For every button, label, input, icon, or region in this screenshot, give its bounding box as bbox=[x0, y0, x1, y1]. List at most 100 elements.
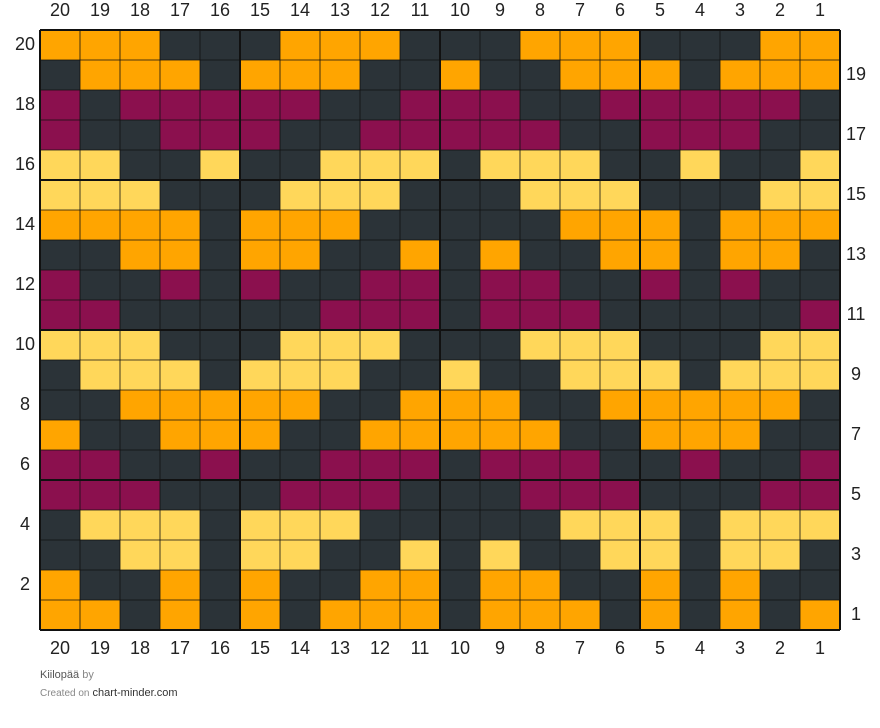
column-label-top: 11 bbox=[411, 0, 430, 20]
cell bbox=[80, 600, 120, 630]
cell bbox=[280, 480, 320, 510]
cell bbox=[600, 390, 640, 420]
cell bbox=[360, 210, 400, 240]
cell bbox=[720, 270, 760, 300]
footer-line-1: Kiilopää by bbox=[40, 669, 94, 681]
cell bbox=[320, 540, 360, 570]
cell bbox=[800, 540, 840, 570]
column-label-bottom: 9 bbox=[495, 638, 505, 658]
cell bbox=[80, 510, 120, 540]
cell bbox=[680, 510, 720, 540]
column-label-top: 5 bbox=[655, 0, 665, 20]
cell bbox=[80, 540, 120, 570]
cell bbox=[120, 150, 160, 180]
cell bbox=[640, 330, 680, 360]
cell bbox=[320, 390, 360, 420]
cell bbox=[560, 570, 600, 600]
cell bbox=[320, 30, 360, 60]
cell bbox=[480, 480, 520, 510]
cell bbox=[120, 570, 160, 600]
cell bbox=[440, 60, 480, 90]
cell bbox=[40, 240, 80, 270]
cell bbox=[680, 150, 720, 180]
column-label-bottom: 17 bbox=[170, 638, 190, 658]
cell bbox=[640, 510, 680, 540]
cell bbox=[240, 30, 280, 60]
cell bbox=[400, 30, 440, 60]
cell bbox=[440, 270, 480, 300]
row-label-left: 18 bbox=[15, 94, 35, 114]
cell bbox=[720, 450, 760, 480]
column-label-bottom: 15 bbox=[250, 638, 270, 658]
cell bbox=[80, 480, 120, 510]
cell bbox=[120, 600, 160, 630]
row-label-left: 10 bbox=[15, 334, 35, 354]
column-label-bottom: 14 bbox=[290, 638, 310, 658]
cell bbox=[760, 60, 800, 90]
cell bbox=[160, 600, 200, 630]
cell bbox=[200, 180, 240, 210]
cell bbox=[80, 90, 120, 120]
cell bbox=[40, 450, 80, 480]
cell bbox=[360, 390, 400, 420]
cell bbox=[800, 120, 840, 150]
cell bbox=[360, 120, 400, 150]
cell bbox=[640, 360, 680, 390]
cell bbox=[200, 90, 240, 120]
cell bbox=[480, 420, 520, 450]
cell bbox=[240, 120, 280, 150]
cell bbox=[360, 480, 400, 510]
cell bbox=[120, 30, 160, 60]
cell bbox=[40, 540, 80, 570]
footer-title: Kiilopää bbox=[40, 669, 80, 681]
cell bbox=[400, 300, 440, 330]
cell bbox=[280, 450, 320, 480]
cell bbox=[600, 420, 640, 450]
cell bbox=[760, 450, 800, 480]
cell bbox=[400, 510, 440, 540]
cell bbox=[280, 570, 320, 600]
cell bbox=[480, 540, 520, 570]
cell bbox=[600, 540, 640, 570]
cell bbox=[640, 390, 680, 420]
cell bbox=[760, 240, 800, 270]
cell bbox=[80, 390, 120, 420]
cell bbox=[440, 390, 480, 420]
cell bbox=[320, 60, 360, 90]
cell bbox=[160, 270, 200, 300]
cell bbox=[400, 210, 440, 240]
cell bbox=[640, 270, 680, 300]
cell bbox=[280, 600, 320, 630]
cell bbox=[640, 240, 680, 270]
cell bbox=[240, 570, 280, 600]
cell bbox=[360, 270, 400, 300]
cell bbox=[400, 240, 440, 270]
cell bbox=[160, 480, 200, 510]
footer-created-on: Created on bbox=[40, 688, 89, 699]
cell bbox=[400, 330, 440, 360]
cell bbox=[520, 330, 560, 360]
cell bbox=[800, 30, 840, 60]
cell bbox=[400, 540, 440, 570]
cell bbox=[280, 270, 320, 300]
cell bbox=[320, 180, 360, 210]
cell bbox=[760, 360, 800, 390]
column-label-bottom: 13 bbox=[330, 638, 350, 658]
cell bbox=[520, 570, 560, 600]
cell bbox=[360, 300, 400, 330]
cell bbox=[360, 540, 400, 570]
cell bbox=[40, 60, 80, 90]
cell bbox=[720, 480, 760, 510]
cell bbox=[480, 240, 520, 270]
cell bbox=[720, 330, 760, 360]
cell bbox=[520, 390, 560, 420]
cell bbox=[320, 510, 360, 540]
cell bbox=[760, 420, 800, 450]
cell bbox=[640, 150, 680, 180]
cell bbox=[200, 270, 240, 300]
column-label-top: 17 bbox=[170, 0, 190, 20]
row-label-right: 1 bbox=[851, 604, 861, 624]
cell bbox=[280, 240, 320, 270]
cell bbox=[760, 300, 800, 330]
cell bbox=[760, 600, 800, 630]
